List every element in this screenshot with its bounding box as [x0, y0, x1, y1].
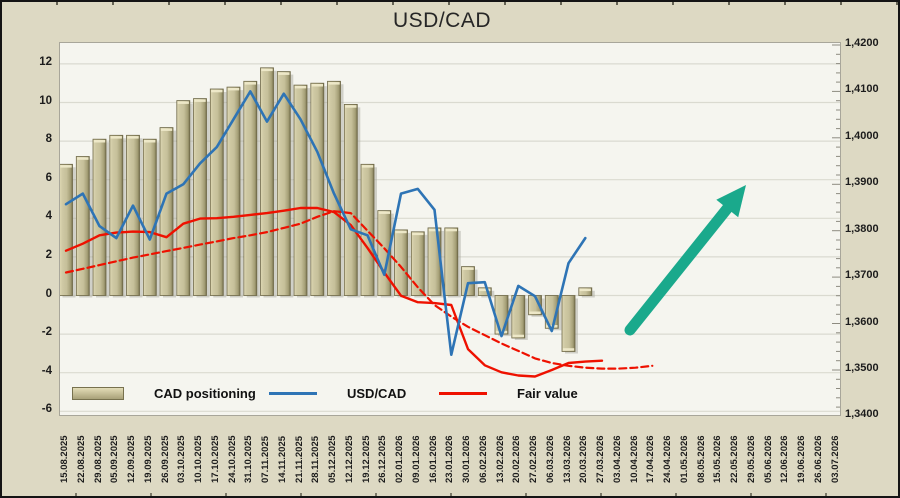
x-axis-date-label: 03.10.2025 [176, 435, 188, 483]
legend-item-usdcad: USD/CAD [269, 384, 406, 402]
chart-title: USD/CAD [392, 9, 491, 32]
x-axis-date-label: 20.02.2026 [511, 435, 523, 483]
y-axis-tick-label: -6 [41, 403, 52, 416]
x-axis-date-label: 30.01.2026 [461, 435, 472, 483]
x-axis-date-label: 01.05.2026 [678, 435, 690, 483]
red-line-swatch-icon [439, 391, 487, 395]
y-axis-right-tick-label: 1,3400 [845, 408, 879, 421]
y-axis-tick-label: 6 [45, 171, 52, 184]
x-axis-date-label: 28.11.2025 [310, 435, 322, 483]
x-axis-date-label: 10.04.2026 [628, 435, 640, 483]
x-axis-date-label: 24.10.2025 [226, 435, 238, 483]
legend-item-fair-value: Fair value [439, 384, 578, 402]
x-axis-date-label: 12.06.2026 [779, 435, 791, 483]
x-axis-date-label: 27.02.2026 [528, 435, 539, 483]
x-axis-date-label: 10.10.2025 [193, 435, 204, 483]
x-axis-date-label: 26.09.2025 [159, 435, 171, 483]
x-axis-date-label: 26.12.2025 [377, 435, 389, 483]
legend-item-cad-positioning: CAD positioning [72, 384, 256, 402]
x-axis-date-label: 24.04.2026 [662, 435, 673, 483]
plot-area [59, 42, 841, 416]
x-axis-date-label: 07.11.2025 [260, 435, 271, 483]
legend-label: Fair value [517, 385, 578, 401]
x-axis-date-label: 06.02.2026 [477, 435, 489, 483]
x-axis-date-label: 20.03.2026 [578, 435, 590, 483]
x-axis-date-label: 06.03.2026 [544, 435, 556, 483]
x-axis: 15.08.2025 22.08.2025 29.08.2025 05.09.2025… [59, 419, 841, 483]
x-axis-date-label: 19.06.2026 [796, 435, 807, 483]
x-axis-date-label: 19.12.2025 [360, 435, 372, 483]
x-axis-date-label: 05.06.2026 [762, 435, 774, 483]
x-axis-date-label: 21.11.2025 [293, 435, 305, 483]
x-axis-date-label: 12.12.2025 [343, 435, 355, 483]
y-axis-tick-label: 4 [45, 210, 52, 223]
x-axis-date-label: 08.05.2026 [695, 435, 707, 483]
y-axis-right-tick-label: 1,4100 [845, 83, 879, 96]
legend: CAD positioning USD/CAD Fair value [2, 384, 839, 404]
bar-swatch-icon [72, 386, 124, 400]
bottom-edge-marks [2, 493, 898, 496]
x-axis-date-label: 02.01.2026 [394, 435, 405, 483]
y-axis-right-tick-label: 1,3800 [845, 222, 879, 235]
x-axis-date-label: 22.05.2026 [729, 435, 740, 483]
x-axis-date-label: 29.08.2025 [92, 435, 104, 483]
y-axis-tick-label: 0 [45, 287, 52, 300]
blue-line-swatch-icon [269, 391, 317, 395]
legend-label: USD/CAD [347, 385, 407, 401]
y-axis-tick-label: -4 [41, 364, 52, 377]
x-axis-date-label: 19.09.2025 [142, 435, 154, 483]
x-axis-date-label: 27.03.2026 [595, 435, 606, 483]
y-axis-tick-label: -2 [41, 326, 52, 339]
x-axis-date-label: 09.01.2026 [410, 435, 422, 483]
x-axis-date-label: 17.10.2025 [209, 435, 221, 483]
y-axis-tick-label: 10 [39, 94, 52, 107]
x-axis-date-label: 05.09.2025 [109, 435, 121, 483]
x-axis-date-label: 26.06.2026 [812, 435, 824, 483]
x-axis-date-label: 16.01.2026 [427, 435, 439, 483]
x-axis-date-label: 03.07.2026 [829, 435, 841, 483]
y-axis-tick-label: 2 [45, 248, 52, 261]
y-axis-right-tick-label: 1,4200 [845, 37, 879, 49]
x-axis-date-label: 17.04.2026 [645, 435, 657, 483]
x-axis-date-label: 05.12.2025 [327, 435, 338, 483]
plot-svg [60, 44, 840, 412]
x-axis-date-label: 13.02.2026 [494, 435, 506, 483]
y-axis-right-tick-label: 1,3900 [845, 176, 879, 189]
legend-label: CAD positioning [154, 385, 256, 401]
x-axis-date-label: 14.11.2025 [276, 435, 288, 483]
y-axis-right-tick-label: 1,3500 [845, 361, 879, 374]
y-axis-tick-label: 8 [45, 133, 52, 146]
y-axis-tick-label: 12 [39, 55, 52, 68]
x-axis-date-label: 03.04.2026 [611, 435, 623, 483]
y-axis-right-tick-label: 1,4000 [845, 129, 879, 142]
top-edge-marks [2, 2, 898, 5]
y-axis-right-tick-label: 1,3600 [845, 315, 879, 328]
x-axis-date-label: 15.05.2026 [712, 435, 724, 483]
x-axis-date-label: 15.08.2025 [59, 435, 70, 483]
x-axis-date-label: 12.09.2025 [126, 435, 137, 483]
y-axis-right-tick-label: 1,3700 [845, 269, 879, 282]
x-axis-date-label: 22.08.2025 [75, 435, 87, 483]
x-axis-date-label: 31.10.2025 [243, 435, 255, 483]
x-axis-date-label: 23.01.2026 [444, 435, 456, 483]
x-axis-date-label: 29.05.2026 [745, 435, 757, 483]
x-axis-date-label: 13.03.2026 [561, 435, 573, 483]
